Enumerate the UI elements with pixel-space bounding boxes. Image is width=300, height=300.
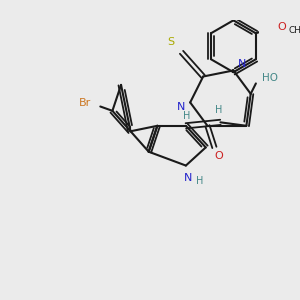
Text: S: S [168, 37, 175, 47]
Text: N: N [177, 102, 186, 112]
Text: H: H [215, 105, 222, 115]
Text: O: O [278, 22, 286, 32]
Text: O: O [214, 151, 223, 161]
Text: Br: Br [79, 98, 91, 108]
Text: N: N [238, 58, 246, 69]
Text: H: H [196, 176, 203, 186]
Text: HO: HO [262, 73, 278, 83]
Text: H: H [183, 111, 190, 121]
Text: CH₃: CH₃ [288, 26, 300, 35]
Text: N: N [184, 173, 193, 183]
